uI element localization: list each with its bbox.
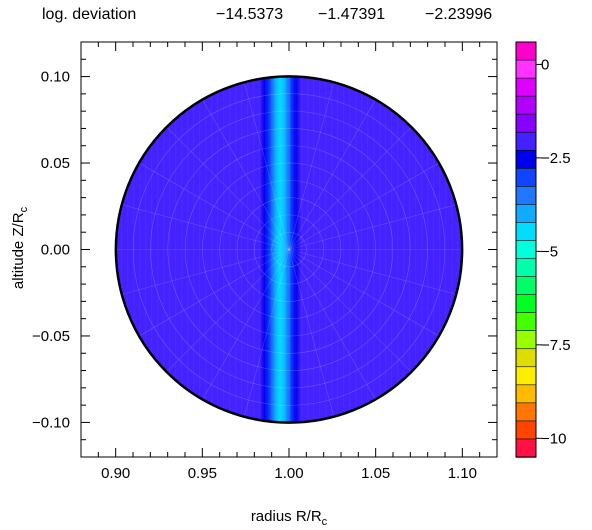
polar-grid-ray (202, 99, 290, 250)
x-tick-label: 1.05 (361, 465, 390, 482)
header-label: log. deviation (42, 6, 136, 23)
colorbar-segment (515, 276, 537, 296)
colorbar-segment (515, 312, 537, 332)
polar-grid-ray (121, 249, 290, 295)
polar-grid-ray (202, 249, 290, 400)
x-tick-label: 1.00 (274, 465, 303, 482)
polar-grid-ray (288, 126, 412, 250)
polar-grid-ray (288, 162, 440, 250)
colorbar-tick-label: 0 (541, 56, 549, 73)
y-tick-label: 0.00 (41, 242, 70, 259)
colorbar-segment (515, 420, 537, 440)
polar-grid-ray (121, 204, 290, 250)
colorbar-segment (515, 41, 537, 61)
colorbar-segment (515, 113, 537, 133)
colorbar-segment (515, 348, 537, 368)
y-tick-label: −0.10 (32, 414, 70, 431)
colorbar-segment (515, 77, 537, 97)
polar-grid-ray (243, 82, 290, 250)
polar-grid-ray (288, 249, 376, 400)
field-band (249, 76, 312, 423)
polar-grid-ring (219, 179, 359, 320)
header: log. deviation −14.5373 −1.47391 −2.2399… (42, 6, 492, 23)
colorbar-ticks: 0 −2.5 −5 −7.5 −10 (536, 56, 571, 447)
polar-grid-ray (243, 249, 290, 417)
y-tick-label: −0.05 (32, 328, 70, 345)
polar-grid-ray (166, 249, 290, 373)
colorbar (515, 41, 537, 458)
x-tick-label: 0.95 (188, 465, 217, 482)
polar-grid-ring (167, 128, 411, 371)
heatmap-field (115, 76, 463, 423)
colorbar-segment (515, 204, 537, 224)
x-axis-tick-labels: 0.90 0.95 1.00 1.05 1.10 (101, 465, 477, 482)
colorbar-segment (515, 222, 537, 242)
polar-grid-ray (288, 204, 457, 250)
colorbar-segment (515, 402, 537, 422)
polar-grid-ray (288, 249, 412, 373)
colorbar-segment (515, 258, 537, 278)
polar-grid-ray (138, 249, 290, 337)
colorbar-segment (515, 366, 537, 386)
colorbar-segment (515, 438, 537, 458)
colorbar-tick-label: −10 (541, 430, 566, 447)
colorbar-segment (515, 240, 537, 260)
colorbar-segment (515, 384, 537, 404)
x-tick-label: 1.10 (448, 465, 477, 482)
polar-grid-ring (271, 231, 307, 268)
polar-grid-ring (184, 145, 394, 354)
polar-grid-ray (288, 249, 335, 417)
y-tick-label: 0.05 (41, 155, 70, 172)
polar-grid-ring (236, 197, 342, 302)
y-tick-label: 0.10 (41, 69, 70, 86)
polar-grid-ring (150, 110, 428, 389)
polar-grid-ray (288, 249, 440, 337)
colorbar-frame (515, 41, 537, 458)
y-axis-label: altitude Z/Rc (10, 206, 30, 289)
polar-grid-ray (288, 99, 376, 250)
colorbar-segment (515, 59, 537, 79)
colorbar-segment (515, 149, 537, 170)
x-tick-label: 0.90 (101, 465, 130, 482)
header-value-2: −1.47391 (318, 6, 385, 23)
polar-grid-ring (132, 93, 446, 406)
colorbar-segment (515, 330, 537, 350)
polar-grid-ray (138, 162, 290, 250)
colorbar-segment (515, 186, 537, 206)
x-axis-label: radius R/Rc (251, 508, 328, 528)
polar-grid-ring (202, 162, 376, 337)
domain-circle-outline (114, 75, 464, 424)
polar-grid (115, 76, 463, 423)
colorbar-tick-label: −7.5 (541, 337, 571, 354)
polar-grid-ray (288, 82, 335, 250)
y-axis-ticks (81, 41, 497, 458)
header-value-3: −2.23996 (425, 6, 492, 23)
polar-grid-ray (288, 249, 457, 295)
polar-grid-ring (254, 214, 324, 285)
y-axis-tick-labels: −0.10 −0.05 0.00 0.05 0.10 (32, 69, 70, 432)
colorbar-segment (515, 168, 537, 188)
colorbar-tick-label: −5 (541, 243, 558, 260)
colorbar-tick-label: −2.5 (541, 150, 571, 167)
polar-grid-ray (166, 126, 290, 250)
colorbar-segment (515, 95, 537, 115)
header-value-1: −14.5373 (216, 6, 283, 23)
colorbar-segment (515, 294, 537, 314)
colorbar-segment (515, 131, 537, 151)
x-axis-ticks (80, 42, 498, 457)
